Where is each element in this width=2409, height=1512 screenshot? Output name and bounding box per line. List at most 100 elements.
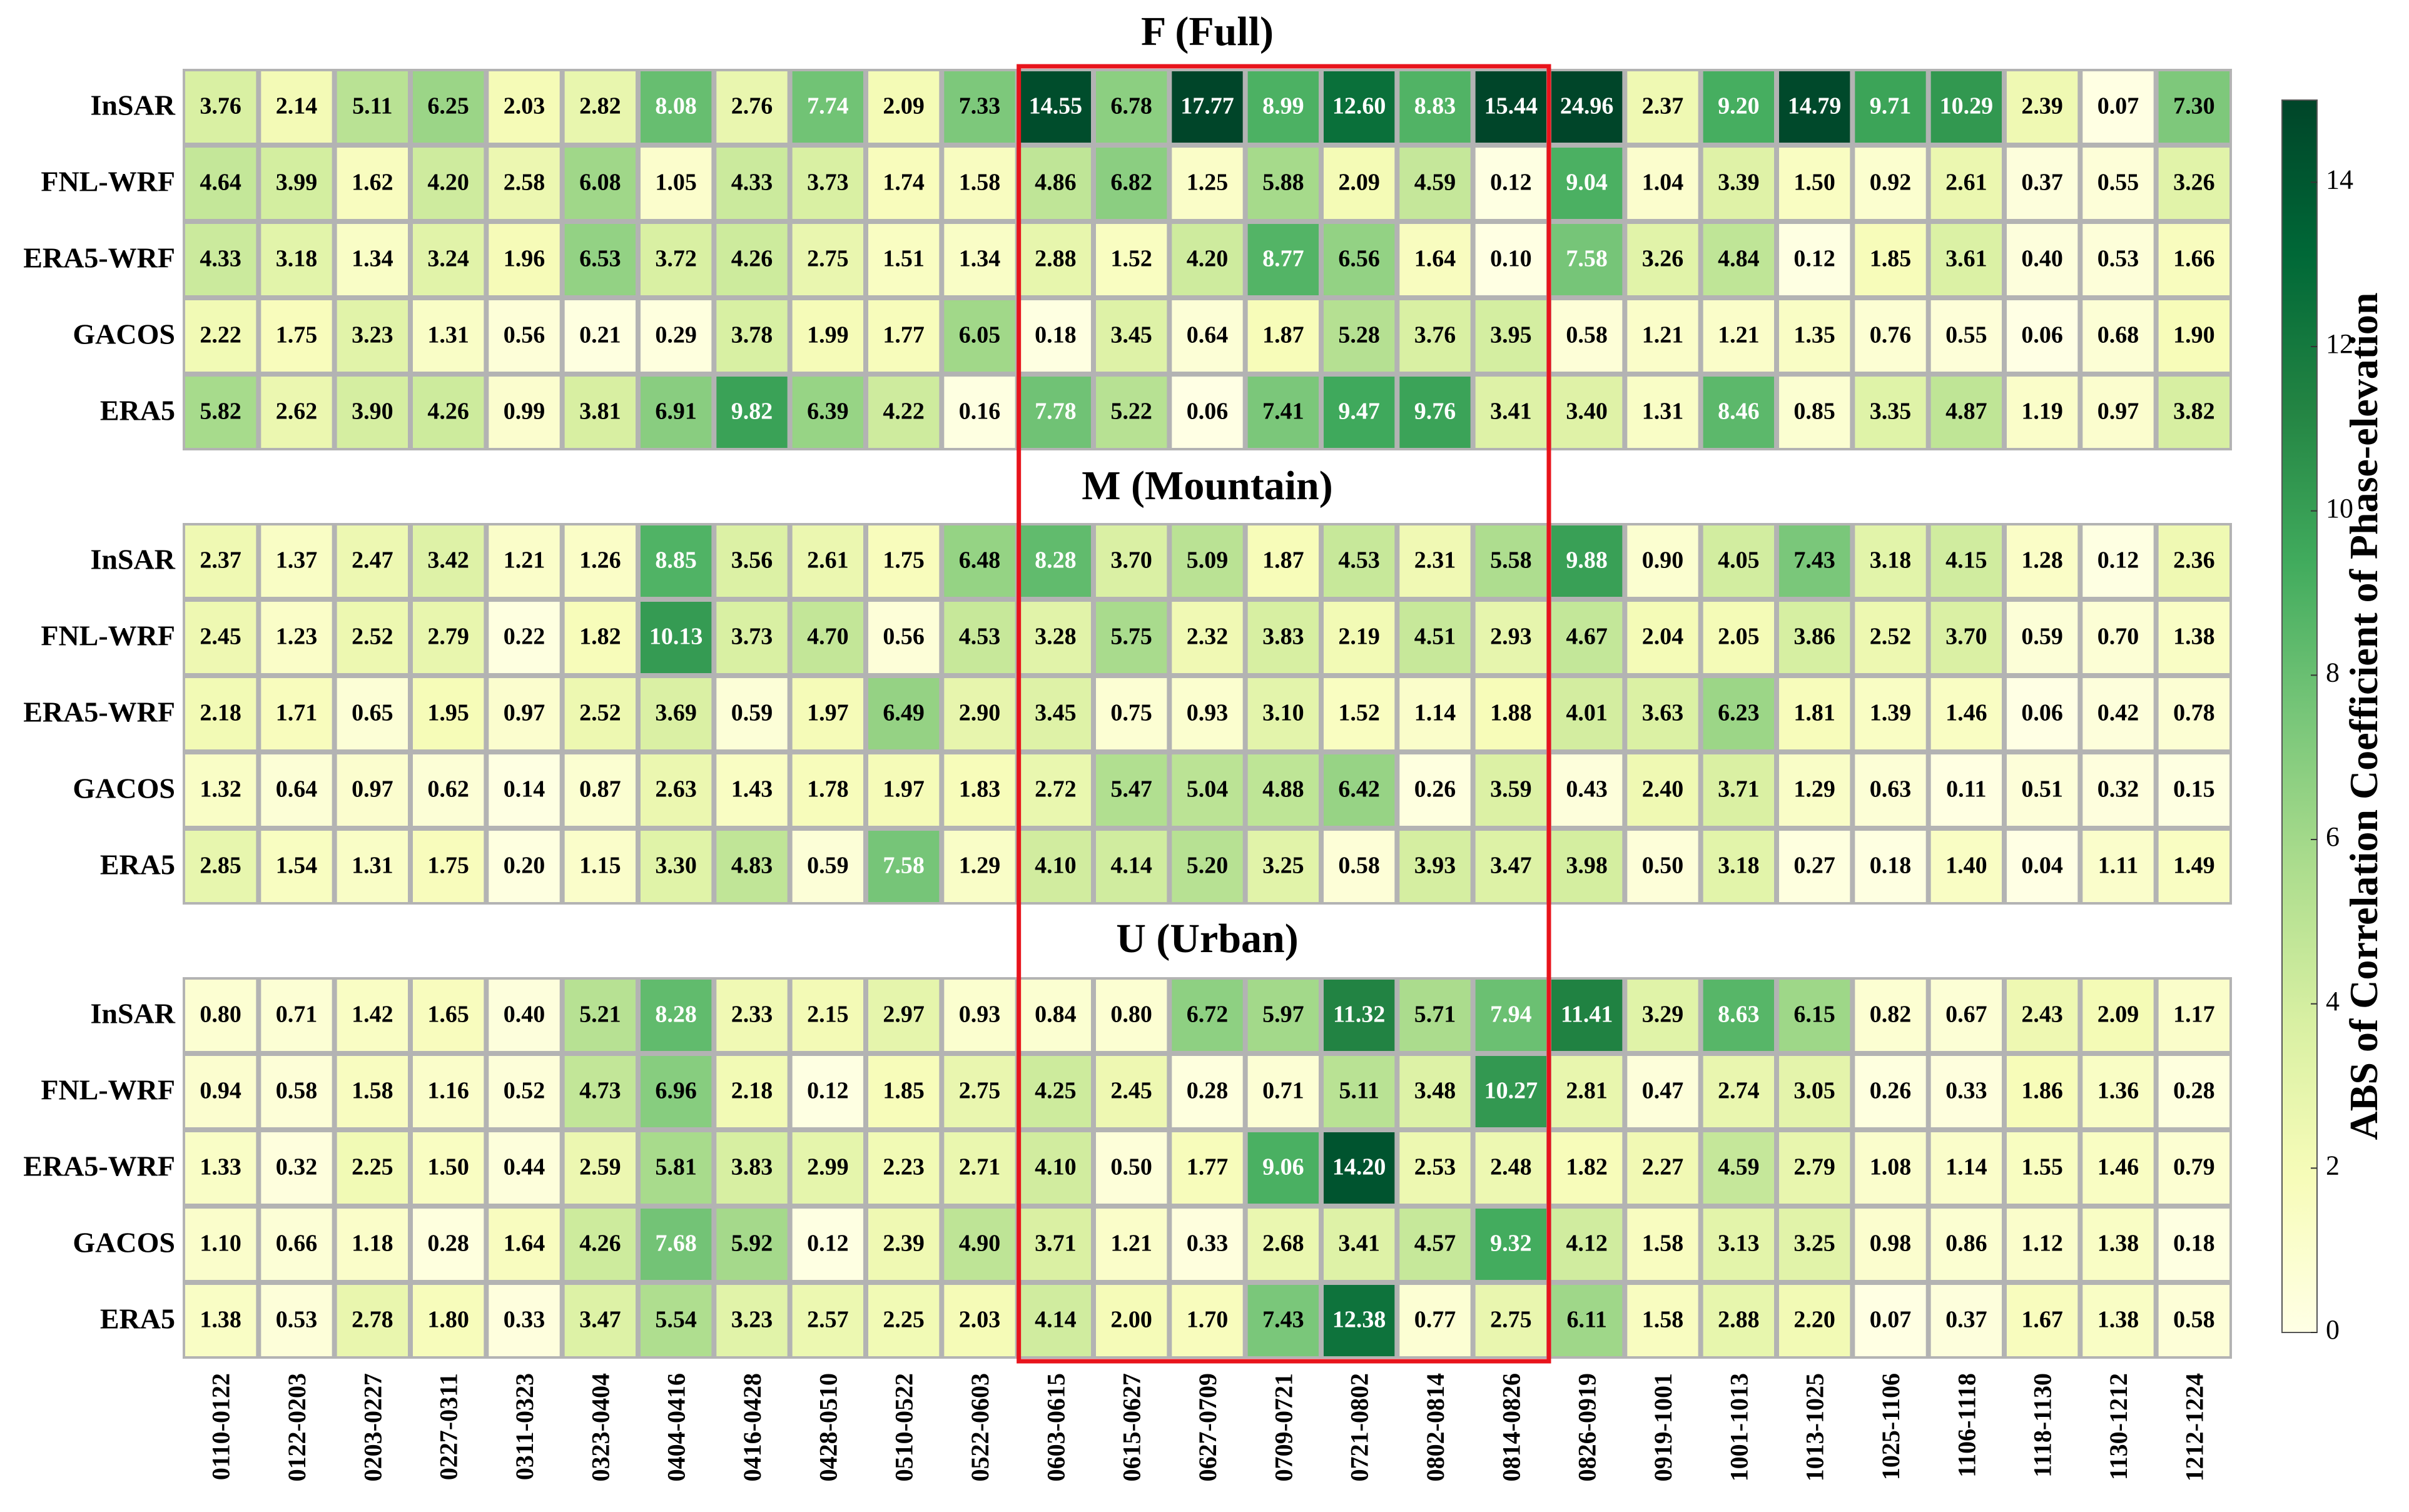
heatmap-cell bbox=[1172, 678, 1243, 749]
cell-value-label: 1.66 bbox=[2173, 246, 2215, 272]
heatmap-cell bbox=[185, 980, 256, 1051]
heatmap-cell bbox=[792, 525, 863, 597]
heatmap-cell bbox=[1247, 831, 1319, 902]
heatmap-cell bbox=[1779, 1132, 1850, 1204]
cell-value-label: 8.28 bbox=[655, 1002, 697, 1028]
cell-value-label: 3.23 bbox=[731, 1307, 773, 1333]
cell-value-label: 0.18 bbox=[2173, 1230, 2215, 1257]
heatmap-cell bbox=[1855, 377, 1926, 448]
cell-value-label: 0.97 bbox=[2097, 398, 2139, 425]
cell-value-label: 3.25 bbox=[1262, 853, 1304, 879]
row-label: InSAR bbox=[90, 544, 175, 576]
heatmap-cell bbox=[564, 754, 636, 826]
heatmap-cell bbox=[1779, 678, 1850, 749]
cell-value-label: 3.56 bbox=[731, 547, 773, 574]
cell-value-label: 7.58 bbox=[883, 853, 925, 879]
cell-value-label: 2.47 bbox=[352, 547, 393, 574]
heatmap-cell bbox=[2158, 1056, 2229, 1127]
heatmap-cell bbox=[2007, 224, 2078, 295]
heatmap-cell bbox=[1096, 678, 1167, 749]
heatmap-cell bbox=[1475, 831, 1546, 902]
column-label: 0522-0603 bbox=[966, 1373, 994, 1481]
cell-value-label: 0.87 bbox=[579, 776, 621, 803]
cell-value-label: 0.56 bbox=[883, 624, 925, 650]
panel-full: F (Full) InSAR 3.76 2.14 5.11 6.25 2.03 2.82 8.0… bbox=[23, 9, 2232, 450]
cell-value-label: 1.23 bbox=[276, 624, 318, 650]
cell-value-label: 3.99 bbox=[276, 170, 318, 196]
heatmap-cell bbox=[1703, 1209, 1774, 1280]
cell-value-label: 1.14 bbox=[1945, 1154, 1987, 1180]
column-label: 0814-0826 bbox=[1497, 1373, 1525, 1481]
heatmap-cell bbox=[1096, 224, 1167, 295]
heatmap-cell bbox=[261, 831, 332, 902]
column-label: 0919-1001 bbox=[1649, 1373, 1677, 1481]
cell-value-label: 14.79 bbox=[1788, 93, 1842, 119]
cell-value-label: 5.11 bbox=[1339, 1078, 1379, 1104]
row-label: ERA5-WRF bbox=[23, 1150, 175, 1182]
heatmap-cell bbox=[1096, 602, 1167, 673]
cell-value-label: 0.55 bbox=[1945, 322, 1987, 348]
column-label: 0709-0721 bbox=[1269, 1373, 1297, 1481]
column-label: 0311-0323 bbox=[510, 1373, 539, 1480]
heatmap-cell bbox=[1096, 377, 1167, 448]
cell-value-label: 1.04 bbox=[1642, 170, 1684, 196]
heatmap-cell bbox=[716, 831, 788, 902]
heatmap-cell bbox=[2082, 1209, 2154, 1280]
heatmap-cell bbox=[1551, 602, 1623, 673]
heatmap-cell bbox=[1399, 1285, 1471, 1356]
heatmap-cell bbox=[261, 678, 332, 749]
cell-value-label: 4.88 bbox=[1262, 776, 1304, 803]
cell-value-label: 2.18 bbox=[731, 1078, 773, 1104]
cell-value-label: 0.84 bbox=[1035, 1002, 1077, 1028]
heatmap-cell bbox=[2082, 377, 2154, 448]
heatmap-cell bbox=[868, 602, 940, 673]
heatmap-cell bbox=[489, 525, 560, 597]
cell-value-label: 4.87 bbox=[1945, 398, 1987, 425]
cell-value-label: 3.13 bbox=[1718, 1230, 1760, 1257]
cell-value-label: 0.80 bbox=[1110, 1002, 1152, 1028]
row-label: ERA5 bbox=[100, 395, 175, 427]
heatmap-cell bbox=[185, 71, 256, 143]
cell-value-label: 14.55 bbox=[1029, 93, 1083, 119]
heatmap-cell bbox=[1475, 224, 1546, 295]
heatmap-cell bbox=[641, 148, 712, 219]
heatmap-cell bbox=[2158, 678, 2229, 749]
column-label: 0510-0522 bbox=[890, 1373, 918, 1481]
heatmap-cell bbox=[337, 71, 408, 143]
heatmap-cell bbox=[1399, 754, 1471, 826]
heatmap-cell bbox=[185, 1285, 256, 1356]
cell-value-label: 1.21 bbox=[1718, 322, 1760, 348]
heatmap-cell bbox=[1324, 1132, 1395, 1204]
heatmap-cell bbox=[413, 71, 484, 143]
cell-value-label: 2.09 bbox=[883, 93, 925, 119]
cell-value-label: 1.18 bbox=[352, 1230, 393, 1257]
cell-value-label: 2.43 bbox=[2021, 1002, 2063, 1028]
heatmap-cell bbox=[792, 831, 863, 902]
heatmap-cell bbox=[1247, 525, 1319, 597]
cell-value-label: 1.75 bbox=[427, 853, 469, 879]
heatmap-cell bbox=[792, 377, 863, 448]
cell-value-label: 0.51 bbox=[2021, 776, 2063, 803]
heatmap-cell bbox=[2158, 831, 2229, 902]
heatmap-panels: F (Full) InSAR 3.76 2.14 5.11 6.25 2.03 2.82 8.0… bbox=[23, 9, 2232, 1359]
colorbar-tick-label: 14 bbox=[2326, 164, 2353, 195]
heatmap-cell bbox=[1324, 754, 1395, 826]
heatmap-cell bbox=[641, 1132, 712, 1204]
cell-value-label: 0.67 bbox=[1945, 1002, 1987, 1028]
heatmap-cell bbox=[792, 148, 863, 219]
cell-value-label: 6.91 bbox=[655, 398, 697, 425]
heatmap-cell bbox=[2007, 602, 2078, 673]
cell-value-label: 1.54 bbox=[276, 853, 318, 879]
heatmap-cell bbox=[868, 224, 940, 295]
cell-value-label: 1.77 bbox=[1187, 1154, 1229, 1180]
cell-value-label: 2.85 bbox=[200, 853, 241, 879]
heatmap-cell bbox=[1930, 831, 2002, 902]
column-label: 0826-0919 bbox=[1573, 1373, 1601, 1481]
cell-value-label: 0.78 bbox=[2173, 700, 2215, 726]
heatmap-cell bbox=[1172, 148, 1243, 219]
heatmap-cell bbox=[1779, 148, 1850, 219]
heatmap-cell bbox=[2158, 148, 2229, 219]
cell-value-label: 1.96 bbox=[504, 246, 545, 272]
cell-value-label: 4.05 bbox=[1718, 547, 1760, 574]
cell-value-label: 17.77 bbox=[1180, 93, 1234, 119]
